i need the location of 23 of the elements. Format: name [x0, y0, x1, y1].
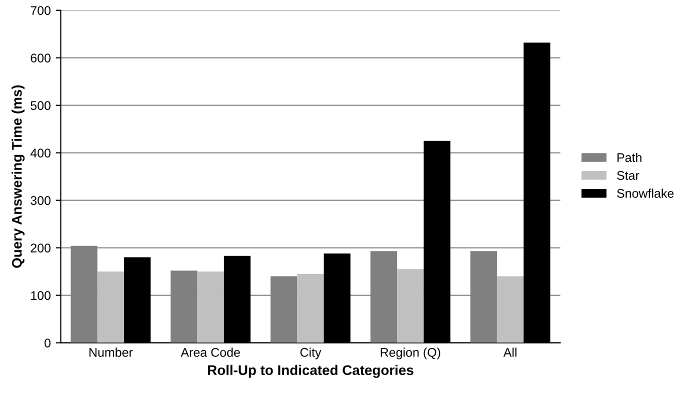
- y-tick-label: 500: [30, 101, 51, 110]
- bar: [496, 276, 524, 343]
- y-tick-label: 300: [30, 196, 51, 205]
- bar: [197, 272, 224, 343]
- bar: [397, 269, 424, 343]
- y-tick-label: 100: [31, 291, 51, 300]
- x-tick-label: All: [503, 348, 516, 357]
- x-tick-label: Region (Q): [380, 348, 440, 360]
- y-tick-label: 700: [30, 6, 51, 15]
- x-tick-label: City: [300, 348, 322, 360]
- y-tick-label: 200: [30, 244, 51, 252]
- legend-label: Path: [618, 152, 642, 162]
- y-axis-title: Query Answering Time (ms): [12, 85, 25, 268]
- legend-label: Snowflake: [617, 188, 674, 198]
- x-tick-label: Area Code: [180, 348, 240, 357]
- x-tick-label: Number: [90, 348, 133, 357]
- x-axis-title: Roll-Up to Indicated Categories: [208, 364, 414, 378]
- bar: [297, 274, 324, 343]
- y-tick-label: 400: [30, 148, 51, 158]
- y-tick-label: 600: [30, 54, 51, 62]
- y-tick-label: 0: [44, 338, 51, 348]
- legend-label: Star: [617, 171, 640, 180]
- bar: [97, 272, 124, 343]
